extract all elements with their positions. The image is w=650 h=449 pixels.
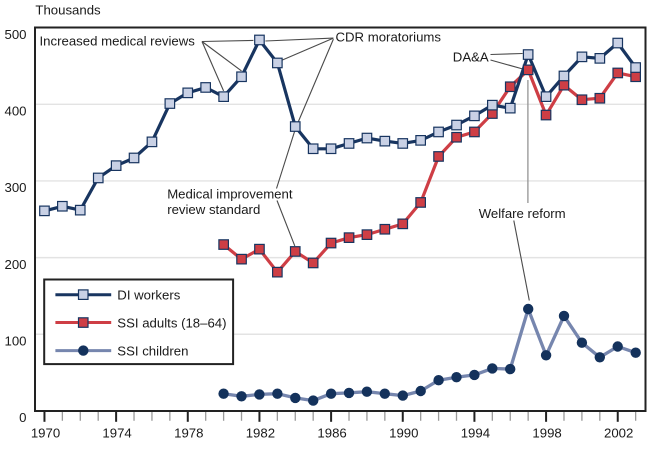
svg-text:Increased medical reviews: Increased medical reviews bbox=[40, 33, 196, 48]
svg-text:1990: 1990 bbox=[389, 426, 418, 441]
svg-text:0: 0 bbox=[19, 410, 26, 425]
svg-text:1982: 1982 bbox=[246, 426, 275, 441]
svg-text:DI workers: DI workers bbox=[117, 288, 180, 303]
svg-text:1978: 1978 bbox=[174, 426, 203, 441]
svg-text:Thousands: Thousands bbox=[35, 3, 101, 18]
svg-text:1994: 1994 bbox=[461, 426, 490, 441]
svg-text:review standard: review standard bbox=[167, 202, 260, 217]
svg-text:300: 300 bbox=[4, 180, 26, 195]
svg-text:Medical improvement: Medical improvement bbox=[167, 187, 293, 202]
svg-text:SSI adults (18–64): SSI adults (18–64) bbox=[117, 316, 226, 331]
svg-text:SSI children: SSI children bbox=[117, 344, 188, 359]
svg-text:Welfare reform: Welfare reform bbox=[479, 206, 566, 221]
svg-text:400: 400 bbox=[4, 104, 26, 119]
svg-text:CDR moratoriums: CDR moratoriums bbox=[336, 30, 442, 45]
svg-text:1998: 1998 bbox=[532, 426, 561, 441]
svg-text:500: 500 bbox=[4, 27, 26, 42]
svg-text:200: 200 bbox=[4, 257, 26, 272]
svg-text:1974: 1974 bbox=[102, 426, 131, 441]
svg-text:1970: 1970 bbox=[31, 426, 60, 441]
svg-text:2002: 2002 bbox=[604, 426, 633, 441]
svg-text:DA&A: DA&A bbox=[453, 49, 489, 64]
svg-text:1986: 1986 bbox=[317, 426, 346, 441]
svg-text:100: 100 bbox=[4, 334, 26, 349]
